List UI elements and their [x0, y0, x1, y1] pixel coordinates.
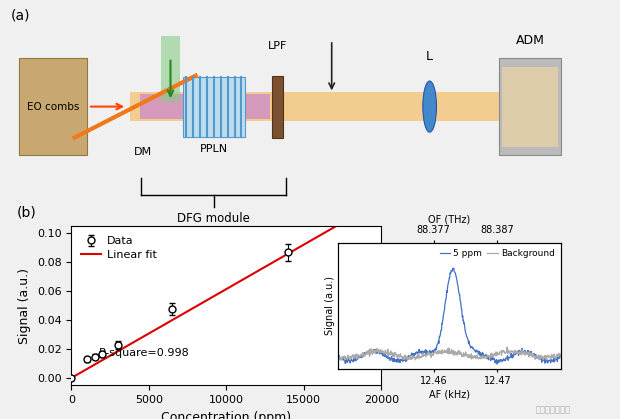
- Background: [334, 357, 342, 362]
- Background: [503, 345, 511, 350]
- X-axis label: Concentration (ppm): Concentration (ppm): [161, 411, 291, 419]
- Line: 5 ppm: 5 ppm: [338, 268, 561, 364]
- Bar: [183, 77, 245, 137]
- Background: [503, 349, 510, 354]
- Ellipse shape: [423, 81, 436, 132]
- Background: [557, 352, 565, 357]
- Legend: 5 ppm, Background: 5 ppm, Background: [438, 248, 557, 260]
- Bar: [161, 36, 180, 102]
- 5 ppm: [503, 356, 510, 361]
- 5 ppm: [466, 343, 474, 348]
- Y-axis label: Signal (a.u.): Signal (a.u.): [18, 268, 31, 344]
- Text: EO combs: EO combs: [27, 101, 79, 111]
- Background: [392, 351, 399, 356]
- 5 ppm: [374, 350, 381, 355]
- Background: [484, 353, 491, 358]
- 5 ppm: [435, 341, 443, 346]
- Text: DM: DM: [133, 147, 152, 158]
- Background: [338, 357, 345, 362]
- Legend: Data, Linear fit: Data, Linear fit: [77, 232, 161, 264]
- Bar: [502, 67, 558, 147]
- Bar: [130, 92, 558, 121]
- X-axis label: OF (THz): OF (THz): [428, 215, 471, 225]
- 5 ppm: [494, 362, 501, 367]
- Bar: [499, 58, 561, 155]
- Text: (a): (a): [11, 9, 30, 23]
- Background: [374, 349, 381, 354]
- Text: L: L: [426, 50, 433, 63]
- Text: ADM: ADM: [516, 34, 544, 47]
- Text: (b): (b): [17, 206, 37, 220]
- 5 ppm: [334, 353, 342, 358]
- Text: 光谱技术及应用: 光谱技术及应用: [536, 406, 570, 415]
- Text: DFG module: DFG module: [177, 212, 250, 225]
- Text: PPLN: PPLN: [200, 144, 228, 154]
- Bar: [272, 75, 283, 138]
- Background: [435, 350, 443, 355]
- 5 ppm: [484, 356, 491, 361]
- Y-axis label: Signal (a.u.): Signal (a.u.): [325, 277, 335, 335]
- 5 ppm: [449, 266, 456, 271]
- X-axis label: AF (kHz): AF (kHz): [429, 389, 470, 399]
- Bar: [140, 94, 270, 119]
- 5 ppm: [392, 358, 399, 363]
- Background: [466, 354, 474, 359]
- Text: LPF: LPF: [268, 41, 288, 51]
- 5 ppm: [557, 354, 565, 359]
- Line: Background: Background: [338, 347, 561, 360]
- Text: R-square=0.998: R-square=0.998: [99, 348, 190, 358]
- Bar: [19, 58, 87, 155]
